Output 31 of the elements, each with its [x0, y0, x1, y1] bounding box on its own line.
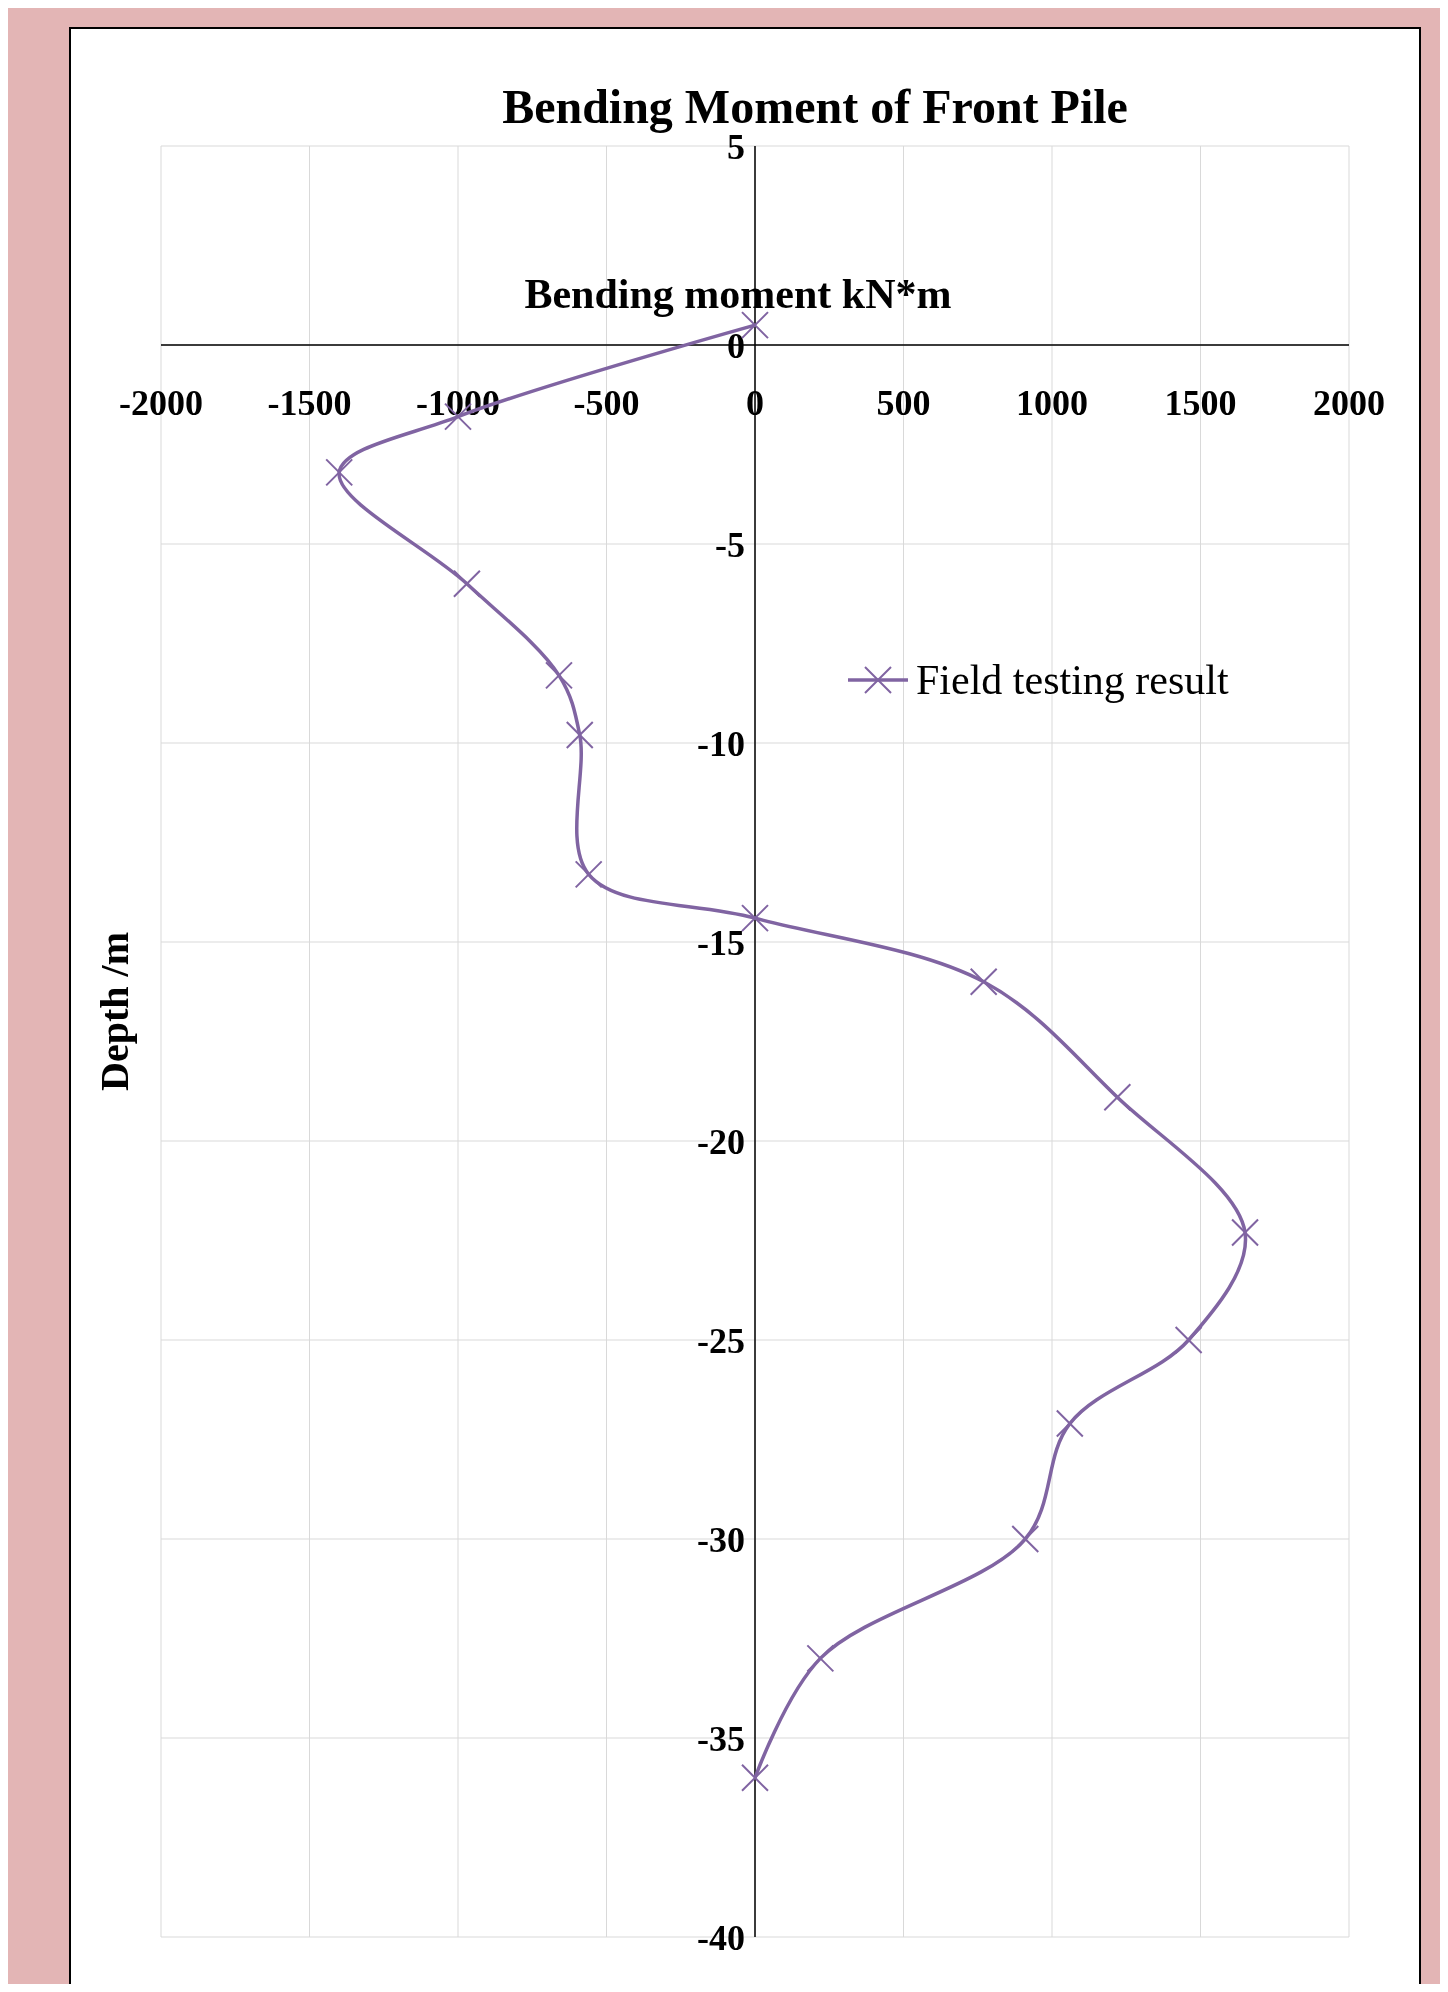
y-tick-label: -30: [697, 1520, 745, 1560]
point: [969, 967, 998, 996]
x-tick-label: 1000: [1016, 383, 1088, 423]
y-tick-label: -40: [697, 1918, 745, 1958]
y-tick-label: -20: [697, 1122, 745, 1162]
point: [574, 860, 603, 889]
point: [452, 569, 481, 598]
point: [741, 1763, 769, 1792]
y-tick-label: -15: [697, 923, 745, 963]
y-tick-label: -5: [715, 525, 745, 565]
point: [1174, 1326, 1203, 1354]
point: [1055, 1409, 1084, 1438]
point: [741, 904, 769, 933]
x-tick-label: -2000: [119, 383, 203, 423]
x-tick-label: -500: [573, 383, 640, 423]
point: [1231, 1218, 1260, 1247]
x-tick-label: -1500: [267, 383, 352, 423]
y-tick-label: -25: [697, 1321, 745, 1361]
point: [544, 661, 573, 690]
legend-label: Field testing result: [916, 657, 1229, 703]
point: [1103, 1083, 1132, 1112]
y-tick-label: -10: [697, 724, 745, 764]
y-tick-label: -35: [697, 1719, 745, 1759]
point: [325, 458, 354, 487]
point: [1011, 1525, 1040, 1553]
y-axis-title: Depth /m: [92, 932, 137, 1091]
x-tick-label: 2000: [1313, 383, 1385, 423]
x-tick-label: 1500: [1164, 383, 1237, 423]
point: [806, 1644, 835, 1673]
point: [565, 721, 594, 750]
x-tick-label: 500: [876, 383, 931, 423]
